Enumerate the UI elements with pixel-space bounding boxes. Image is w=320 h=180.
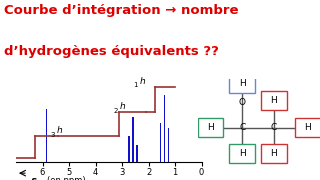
FancyBboxPatch shape bbox=[295, 118, 320, 137]
FancyBboxPatch shape bbox=[261, 91, 287, 110]
Text: H: H bbox=[239, 79, 245, 88]
Text: $\bf{\delta}$: $\bf{\delta}$ bbox=[30, 176, 39, 180]
Text: (en ppm): (en ppm) bbox=[47, 176, 86, 180]
Bar bbox=[132, 117, 133, 162]
Text: $h$: $h$ bbox=[139, 75, 146, 86]
FancyBboxPatch shape bbox=[198, 118, 223, 137]
Text: Courbe d’intégration → nombre: Courbe d’intégration → nombre bbox=[4, 4, 239, 17]
Text: H: H bbox=[270, 96, 277, 105]
Text: H: H bbox=[239, 148, 245, 158]
Text: O: O bbox=[239, 98, 246, 107]
Bar bbox=[45, 109, 47, 162]
Text: $3$: $3$ bbox=[50, 130, 56, 139]
FancyBboxPatch shape bbox=[229, 144, 255, 163]
FancyBboxPatch shape bbox=[229, 74, 255, 93]
Text: $h$: $h$ bbox=[119, 100, 126, 111]
Text: $1$: $1$ bbox=[133, 80, 139, 89]
Text: $h$: $h$ bbox=[56, 124, 63, 135]
Text: H: H bbox=[304, 123, 311, 132]
Text: $2$: $2$ bbox=[113, 106, 119, 115]
Bar bbox=[128, 136, 130, 162]
Text: H: H bbox=[270, 148, 277, 158]
Text: H: H bbox=[207, 123, 214, 132]
Text: C: C bbox=[239, 123, 245, 132]
Bar bbox=[160, 123, 161, 162]
Text: d’hydrogènes équivalents ??: d’hydrogènes équivalents ?? bbox=[4, 44, 219, 58]
FancyBboxPatch shape bbox=[261, 144, 287, 163]
Bar bbox=[136, 145, 138, 162]
Bar bbox=[168, 128, 169, 162]
Bar bbox=[164, 95, 165, 162]
Text: C: C bbox=[271, 123, 277, 132]
